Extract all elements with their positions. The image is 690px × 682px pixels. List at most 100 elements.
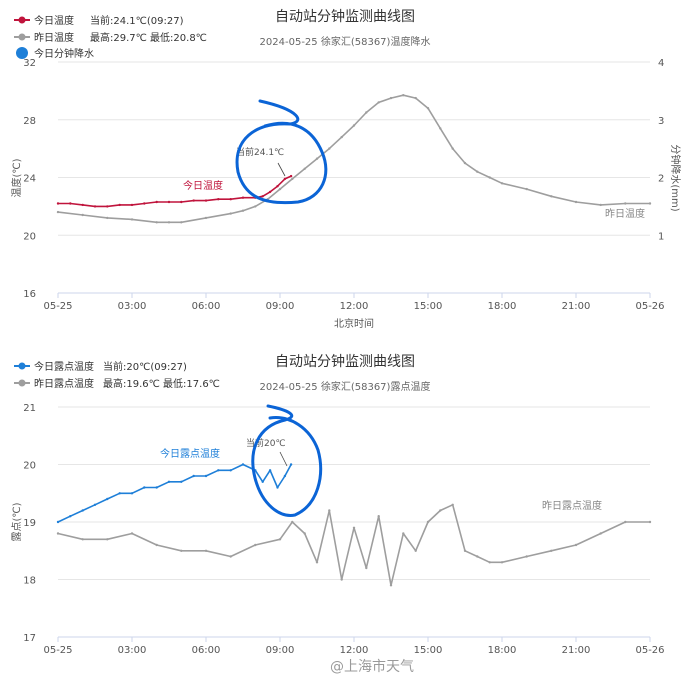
chart1-series-1-point xyxy=(278,187,282,191)
chart2-series-1-point xyxy=(254,543,257,547)
legend-item-today-rain[interactable]: 今日分钟降水 xyxy=(16,47,94,60)
chart1-series-0-point xyxy=(276,185,279,188)
chart2-y-tick-label: 19 xyxy=(23,518,36,529)
chart1-series-1-point xyxy=(167,221,171,224)
chart1-series-1-point xyxy=(377,101,380,104)
chart2-title: 自动站分钟监测曲线图 xyxy=(275,353,415,370)
chart2-annotation-pointer xyxy=(279,451,288,467)
chart1-series-1-point xyxy=(56,210,60,214)
legend-yesterday-temp-marker xyxy=(18,33,26,41)
chart1-series-1-point xyxy=(500,182,504,185)
chart1-series-1-point xyxy=(550,195,553,198)
chart2-series-1-point xyxy=(599,532,602,535)
chart2-subtitle: 2024-05-25 徐家汇(58367)露点温度 xyxy=(260,380,431,393)
chart1-series-0-point xyxy=(261,195,264,198)
chart1-series-0-point xyxy=(93,205,97,208)
legend-today-rain-label: 今日分钟降水 xyxy=(34,47,94,60)
chart1-annotation-pointer xyxy=(277,162,286,177)
chart2-series-1-point xyxy=(624,520,627,524)
chart1-y2-tick-label: 1 xyxy=(658,231,664,242)
chart2-y-tick-label: 21 xyxy=(23,403,36,414)
chart2-series-0-point xyxy=(93,503,97,506)
chart2-series-1-point xyxy=(574,543,578,547)
chart2-x-tick-label: 12:00 xyxy=(340,645,369,656)
chart1-x-tick-label: 05-26 xyxy=(635,301,664,312)
chart1-series-0-point xyxy=(180,200,183,204)
chart1-gridlines xyxy=(57,61,651,298)
chart1-y2-tick-label: 2 xyxy=(658,174,664,185)
chart1-series-1-point xyxy=(439,127,442,130)
chart1-series-0-point xyxy=(130,203,134,207)
chart1-series-0-point xyxy=(283,177,287,181)
chart2-series-1-point xyxy=(278,538,282,541)
legend-item-today-dewpoint[interactable]: 今日露点温度 当前:20℃(09:27) xyxy=(14,360,187,373)
chart1-title: 自动站分钟监测曲线图 xyxy=(275,8,415,25)
chart1-series-1-point xyxy=(315,157,319,160)
chart2-x-tick-label: 06:00 xyxy=(192,645,221,656)
chart2-series-1-point xyxy=(377,515,380,518)
chart2-series-0-point xyxy=(118,492,121,495)
chart2-series-1-point xyxy=(291,520,294,524)
chart1-series-0-point xyxy=(268,190,272,194)
chart1-series-1-point xyxy=(291,177,294,181)
chart1-series-0-point xyxy=(229,198,232,201)
chart1-series-1-point xyxy=(451,147,454,150)
chart1-series-0-point xyxy=(241,196,245,199)
chart1-series-1-point xyxy=(130,218,134,221)
chart2-series xyxy=(56,463,652,587)
chart1-series-0-point xyxy=(56,202,60,205)
chart1-series-1-point xyxy=(426,107,430,110)
chart2-x-tick-label: 05-25 xyxy=(43,645,72,656)
chart2-series-1-point xyxy=(204,549,208,552)
chart1-series-1-point xyxy=(340,135,343,139)
chart1-series-1-point xyxy=(155,221,158,224)
legend-item-yesterday-temp[interactable]: 昨日温度 最高:29.7℃ 最低:20.8℃ xyxy=(14,31,207,44)
chart2-hand-drawn-circle xyxy=(251,404,323,517)
chart1-x-tick-label: 09:00 xyxy=(266,301,295,312)
chart2-y-tick-label: 18 xyxy=(23,576,36,587)
chart1-y-tick-label: 28 xyxy=(23,116,36,127)
chart2-series-1-point xyxy=(525,555,528,558)
chart2-series-1-point xyxy=(130,532,134,535)
chart2-series-0-point xyxy=(217,469,220,472)
chart2-series-1-point xyxy=(229,555,232,558)
chart1-x-tick-label: 05-25 xyxy=(43,301,72,312)
chart2-series-1-line xyxy=(57,504,650,587)
chart2-series-1-point xyxy=(476,555,479,558)
chart-dewpoint: 自动站分钟监测曲线图 2024-05-25 徐家汇(58367)露点温度 今日露… xyxy=(11,353,665,656)
chart1-y2-tick-label: 3 xyxy=(658,116,664,127)
chart2-x-tick-label: 21:00 xyxy=(562,645,591,656)
chart1-series-1-point xyxy=(365,111,368,114)
chart2-y-tick-labels: 17 18 19 20 21 xyxy=(23,403,36,644)
chart-temperature: 自动站分钟监测曲线图 2024-05-25 徐家汇(58367)温度降水 今日温… xyxy=(10,8,682,330)
chart1-series-1-point xyxy=(229,212,232,215)
chart1-hand-drawn-circle xyxy=(235,99,328,205)
chart1-series-0-point xyxy=(155,200,158,204)
chart2-series-0-point xyxy=(204,474,208,478)
chart1-x-tick-label: 03:00 xyxy=(118,301,147,312)
chart2-series-0-point xyxy=(289,463,293,466)
chart2-yesterday-series-label: 昨日露点温度 xyxy=(542,499,602,512)
chart2-series-0-point xyxy=(56,520,60,524)
chart2-series-0-point xyxy=(283,474,287,478)
chart1-series-0-point xyxy=(167,200,171,204)
chart2-series-0-point xyxy=(261,480,264,483)
chart2-series-0-point xyxy=(130,492,134,495)
legend-item-today-temp[interactable]: 今日温度 当前:24.1℃(09:27) xyxy=(14,14,184,27)
chart2-series-0-point xyxy=(106,497,109,501)
chart1-series-1-point xyxy=(81,213,84,217)
chart2-x-tick-label: 09:00 xyxy=(266,645,295,656)
chart1-x-axis-label: 北京时间 xyxy=(334,317,374,330)
chart2-series-0-point xyxy=(143,486,146,489)
chart2-today-series-label: 今日露点温度 xyxy=(160,447,220,460)
chart1-series-0-line xyxy=(58,175,292,208)
chart1-yesterday-series-label: 昨日温度 xyxy=(605,207,645,220)
chart2-y-tick-label: 20 xyxy=(23,461,36,472)
chart2-series-1-point xyxy=(439,509,442,512)
legend-today-temp-detail: 当前:24.1℃(09:27) xyxy=(90,14,184,27)
chart1-series-1-point xyxy=(599,203,602,207)
chart2-series-0-line xyxy=(57,463,292,523)
chart2-series-1-point xyxy=(81,538,84,541)
legend-item-yesterday-dewpoint[interactable]: 昨日露点温度 最高:19.6℃ 最低:17.6℃ xyxy=(14,377,220,390)
